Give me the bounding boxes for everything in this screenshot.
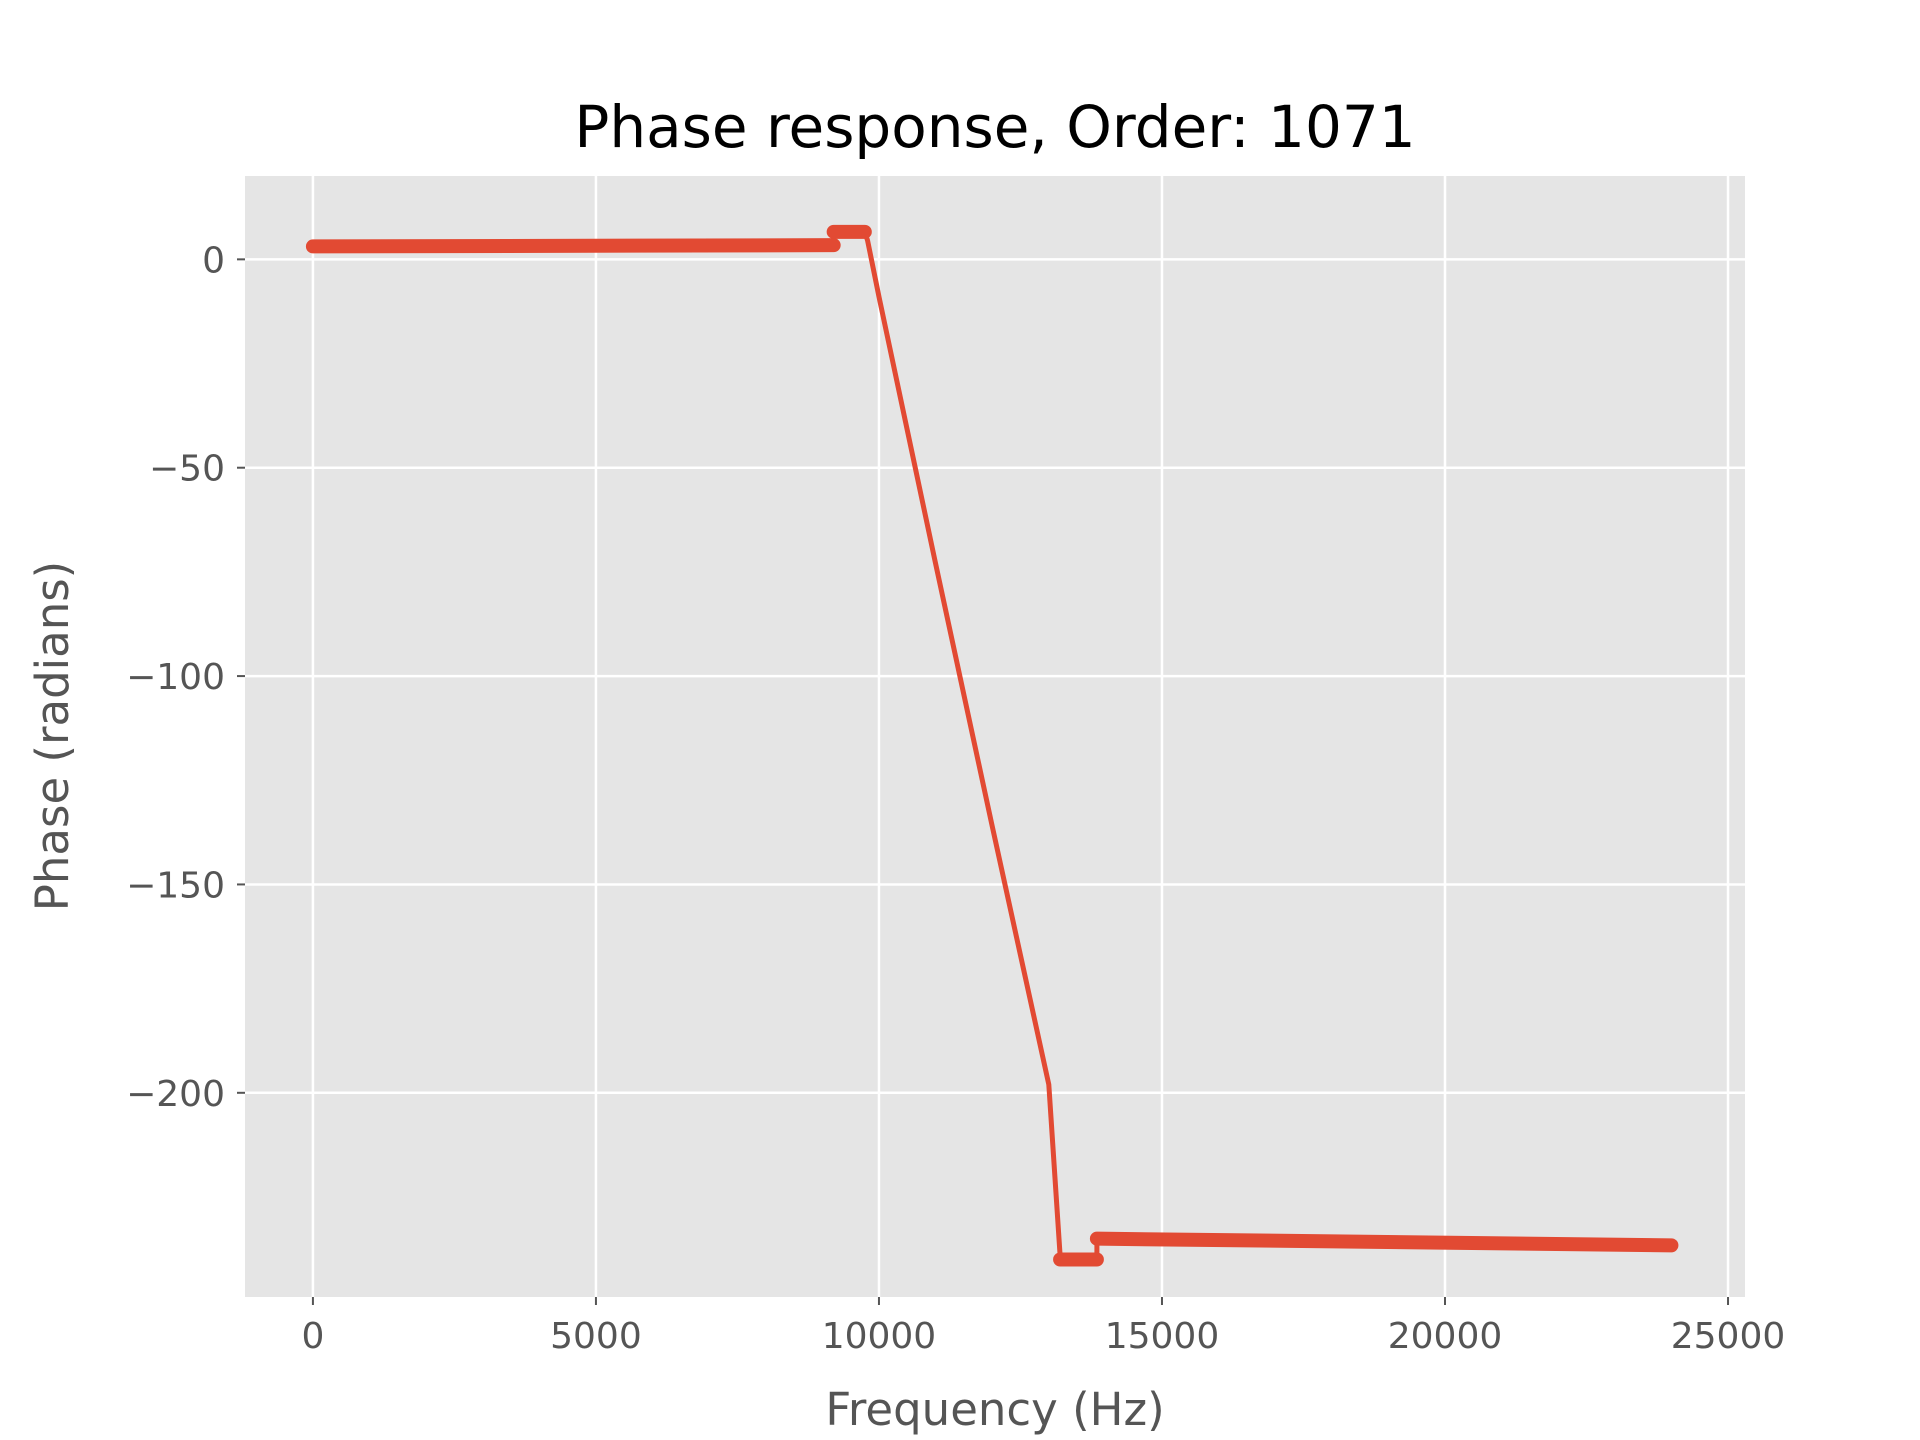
x-axis-label: Frequency (Hz): [825, 1383, 1164, 1436]
plot-area: [245, 176, 1745, 1297]
x-tick-label: 20000: [1388, 1316, 1503, 1357]
phase-flat-segment: [305, 238, 841, 254]
y-tick-label: −200: [126, 1074, 225, 1115]
x-tick-label: 10000: [822, 1316, 937, 1357]
x-tick-label: 25000: [1671, 1316, 1786, 1357]
axis-ticks: 0 5000 10000 15000 20000 25000 0 −50 −100 −150 −20…: [126, 240, 1785, 1357]
grid-lines: [245, 176, 1745, 1297]
x-tick-label: 15000: [1105, 1316, 1220, 1357]
y-tick-label: −100: [126, 657, 225, 698]
x-tick-label: 5000: [550, 1316, 642, 1357]
x-tick-label: 0: [301, 1316, 324, 1357]
y-axis-label: Phase (radians): [26, 561, 79, 911]
phase-flat-segment: [1089, 1231, 1679, 1253]
y-tick-label: 0: [202, 240, 225, 281]
series-group: [305, 224, 1679, 1267]
y-tick-label: −50: [149, 449, 225, 490]
chart-title: Phase response, Order: 1071: [574, 93, 1415, 161]
y-tick-label: −150: [126, 865, 225, 906]
